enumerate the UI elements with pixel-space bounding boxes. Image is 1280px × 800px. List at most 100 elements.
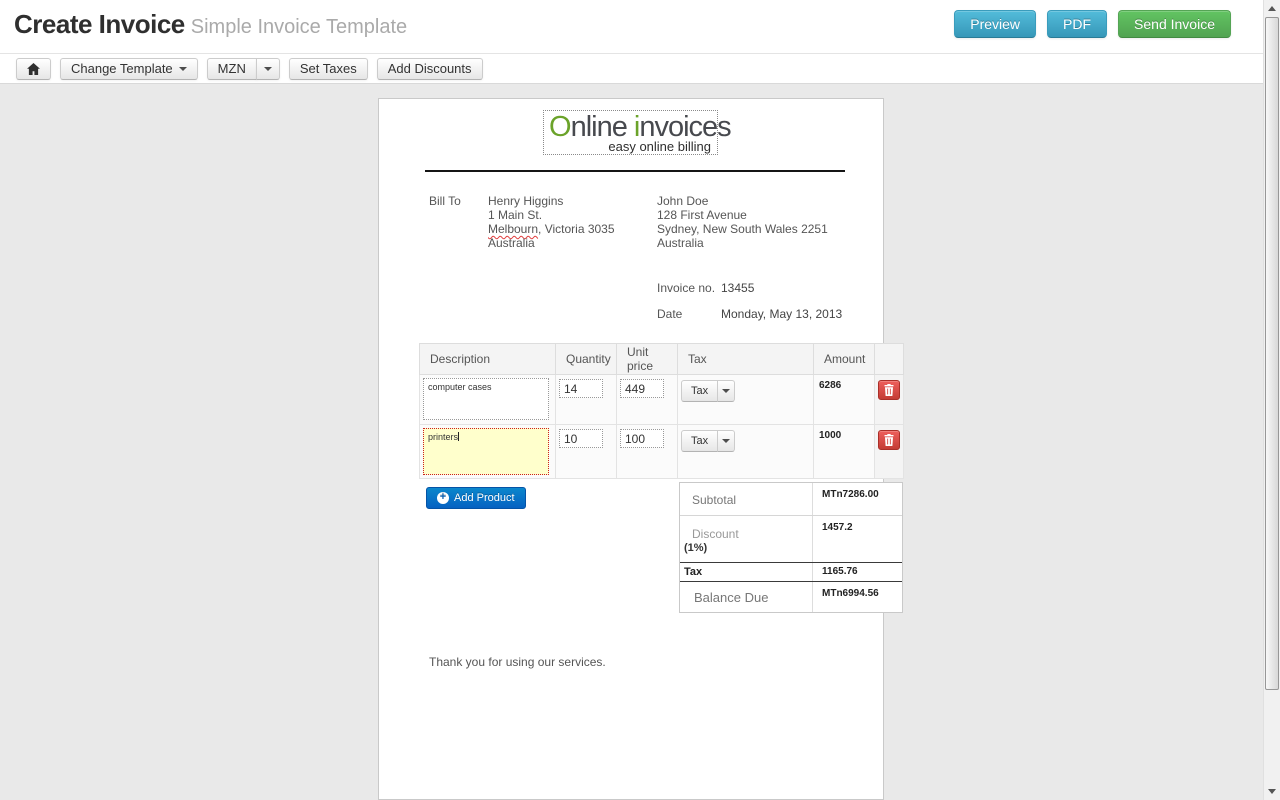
- logo-word1: nline: [570, 111, 634, 143]
- amount-value: 6286: [819, 380, 842, 391]
- scroll-down-arrow[interactable]: [1264, 783, 1280, 800]
- currency-button[interactable]: MZN: [206, 58, 257, 80]
- app-header: Create Invoice Simple Invoice Template Pr…: [0, 0, 1263, 53]
- customer-country: Australia: [488, 236, 535, 250]
- home-icon: [27, 62, 40, 75]
- item-row: printers Tax 1000: [419, 424, 904, 479]
- chevron-down-icon: [722, 389, 731, 393]
- add-product-label: Add Product: [454, 491, 515, 504]
- header-actions: Preview PDF Send Invoice: [954, 10, 1231, 38]
- trash-icon: [884, 434, 894, 446]
- invoice-logo[interactable]: Online invoices easy online billing: [543, 110, 732, 155]
- page-titles: Create Invoice Simple Invoice Template: [14, 9, 407, 40]
- unit-price-input[interactable]: [620, 379, 664, 398]
- scroll-up-arrow[interactable]: [1264, 0, 1280, 17]
- text-cursor: [458, 432, 460, 441]
- amount-value: 1000: [819, 430, 842, 441]
- balance-due-value: MTn6994.56: [822, 588, 879, 599]
- invoice-number-row: Invoice no. 13455: [657, 281, 754, 295]
- send-invoice-button[interactable]: Send Invoice: [1118, 10, 1231, 38]
- items-table: Description Quantity Unit price Tax Amou…: [419, 343, 904, 479]
- set-taxes-button[interactable]: Set Taxes: [288, 58, 368, 80]
- add-discounts-button[interactable]: Add Discounts: [376, 58, 483, 80]
- chevron-down-icon: [722, 439, 731, 443]
- company-address-block[interactable]: John Doe 128 First Avenue Sydney, New So…: [657, 194, 828, 250]
- logo-word2: nvoices: [639, 111, 731, 143]
- subtotal-row: Subtotal MTn7286.00: [680, 483, 902, 516]
- discount-label: Discount: [680, 516, 813, 562]
- customer-address-block[interactable]: Henry Higgins 1 Main St. Melbourn, Victo…: [488, 194, 615, 250]
- tax-button[interactable]: Tax: [681, 380, 719, 402]
- col-unit-price: Unit price: [616, 343, 678, 375]
- delete-row-button[interactable]: [878, 380, 900, 400]
- logo-letter-o: O: [549, 111, 572, 143]
- trash-icon: [884, 384, 894, 396]
- customer-address1: 1 Main St.: [488, 208, 543, 222]
- col-tax: Tax: [677, 343, 814, 375]
- col-quantity: Quantity: [555, 343, 617, 375]
- description-textarea-focused[interactable]: printers: [423, 428, 549, 475]
- invoice-number-label: Invoice no.: [657, 281, 716, 295]
- tax-split-button: Tax: [681, 380, 736, 402]
- customer-city-line: Melbourn, Victoria 3035: [488, 222, 615, 236]
- currency-split-button: MZN: [206, 58, 280, 80]
- description-text: printers: [428, 432, 459, 442]
- bill-to-label: Bill To: [429, 194, 461, 208]
- unit-price-input[interactable]: [620, 429, 664, 448]
- chevron-down-icon: [263, 67, 272, 71]
- items-header-row: Description Quantity Unit price Tax Amou…: [419, 343, 904, 375]
- balance-due-label: Balance Due: [680, 582, 813, 612]
- tax-total-label: Tax: [680, 563, 813, 581]
- quantity-input[interactable]: [559, 429, 603, 448]
- balance-due-row: Balance Due MTn6994.56: [680, 582, 902, 612]
- customer-name: Henry Higgins: [488, 194, 564, 208]
- invoice-paper: Online invoices easy online billing Bill…: [378, 98, 904, 800]
- misspelled-word: Melbourn: [488, 222, 539, 236]
- subtotal-value: MTn7286.00: [822, 489, 879, 500]
- discount-row: Discount 1457.2 (1%): [680, 516, 902, 563]
- description-textarea[interactable]: computer cases: [423, 378, 549, 420]
- item-row: computer cases Tax 6286: [419, 374, 904, 425]
- company-address1: 128 First Avenue: [657, 208, 747, 222]
- col-description: Description: [419, 343, 556, 375]
- footer-note[interactable]: Thank you for using our services.: [429, 655, 606, 669]
- divider: [425, 170, 845, 172]
- company-address2: Sydney, New South Wales 2251: [657, 222, 828, 236]
- tax-row: Tax 1165.76: [680, 563, 902, 582]
- discount-value: 1457.2: [822, 522, 853, 533]
- tax-button[interactable]: Tax: [681, 430, 719, 452]
- toolbar-buttons: Change Template MZN Set Taxes Add Discou…: [16, 58, 483, 80]
- tax-caret-button[interactable]: [717, 430, 736, 452]
- change-template-label: Change Template: [71, 61, 173, 76]
- company-country: Australia: [657, 236, 704, 250]
- invoice-number-value[interactable]: 13455: [721, 281, 755, 295]
- pdf-button[interactable]: PDF: [1047, 10, 1108, 38]
- home-button[interactable]: [16, 58, 51, 80]
- add-product-button[interactable]: Add Product: [426, 487, 526, 509]
- plus-circle-icon: [437, 491, 449, 504]
- invoice-date-value[interactable]: Monday, May 13, 2013: [721, 307, 843, 321]
- currency-caret-button[interactable]: [255, 58, 280, 80]
- logo-tagline: easy online billing: [608, 139, 711, 154]
- tax-total-value: 1165.76: [822, 566, 858, 577]
- scrollbar-thumb[interactable]: [1265, 17, 1279, 690]
- change-template-button[interactable]: Change Template: [60, 58, 198, 80]
- customer-city-rest: , Victoria 3035: [538, 222, 615, 236]
- quantity-input[interactable]: [559, 379, 603, 398]
- invoice-date-row: Date Monday, May 13, 2013: [657, 307, 842, 321]
- tax-caret-button[interactable]: [717, 380, 736, 402]
- vertical-scrollbar: [1263, 0, 1280, 800]
- col-actions: [874, 343, 904, 375]
- logo-text: Online invoices: [549, 111, 732, 143]
- page-subtitle: Simple Invoice Template: [190, 16, 408, 38]
- delete-row-button[interactable]: [878, 430, 900, 450]
- preview-button[interactable]: Preview: [954, 10, 1037, 38]
- col-amount: Amount: [813, 343, 875, 375]
- invoice-date-label: Date: [657, 307, 683, 321]
- subtotal-label: Subtotal: [680, 483, 813, 515]
- toolbar: Change Template MZN Set Taxes Add Discou…: [0, 53, 1263, 84]
- tax-split-button: Tax: [681, 430, 736, 452]
- logo-letter-i: i: [633, 111, 641, 143]
- company-name: John Doe: [657, 194, 709, 208]
- chevron-down-icon: [178, 66, 187, 71]
